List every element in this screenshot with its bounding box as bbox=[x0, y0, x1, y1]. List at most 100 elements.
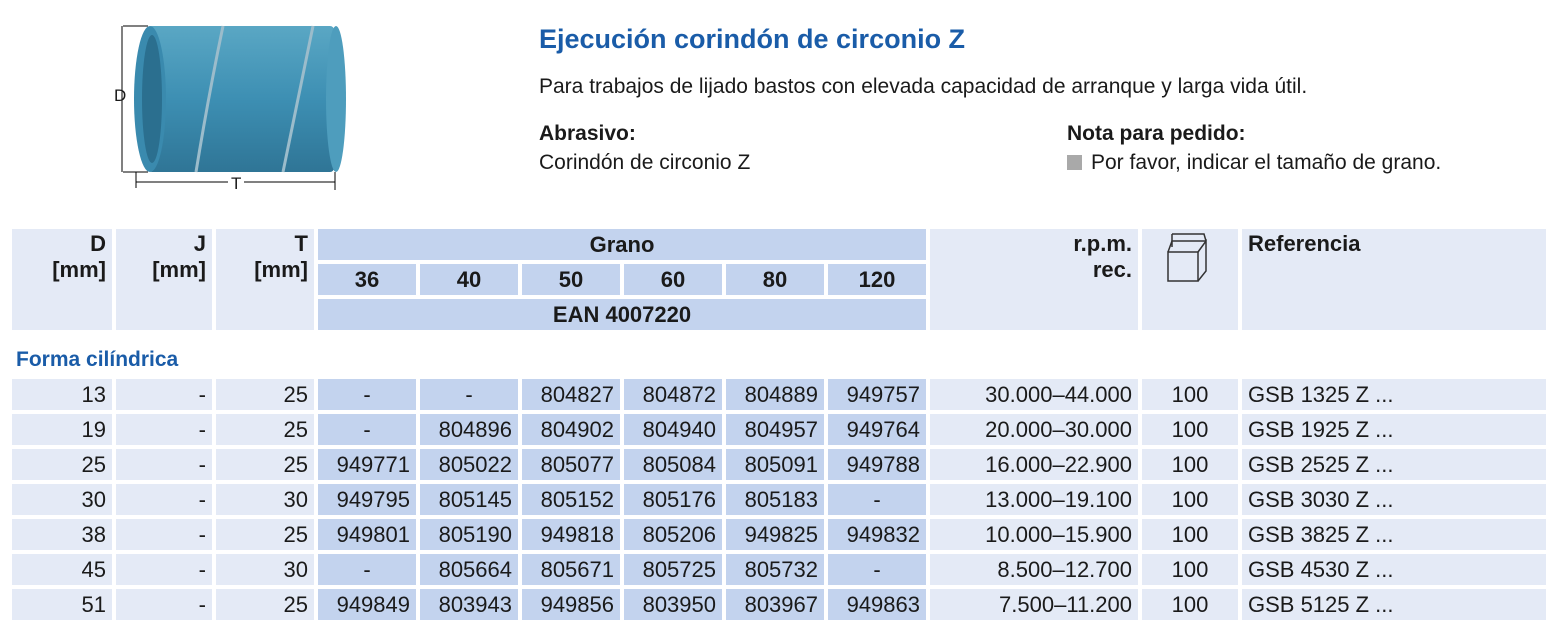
cell-reference: GSB 3825 Z ... bbox=[1242, 519, 1546, 550]
cell-ean: 804940 bbox=[624, 414, 722, 445]
cell-j: - bbox=[116, 519, 212, 550]
order-note-label: Nota para pedido: bbox=[1067, 122, 1246, 145]
header-rpm: r.p.m. rec. bbox=[930, 229, 1138, 330]
abrasive-value: Corindón de circonio Z bbox=[539, 151, 751, 174]
cell-ean: 949801 bbox=[318, 519, 416, 550]
cell-ean: 949863 bbox=[828, 589, 926, 620]
cell-t: 25 bbox=[216, 379, 314, 410]
header-grain: Grano bbox=[318, 229, 926, 260]
cell-j: - bbox=[116, 554, 212, 585]
grain-40: 40 bbox=[420, 264, 518, 295]
cell-d: 25 bbox=[12, 449, 112, 480]
header-package bbox=[1142, 229, 1238, 330]
description: Para trabajos de lijado bastos con eleva… bbox=[539, 75, 1308, 98]
cell-t: 30 bbox=[216, 554, 314, 585]
cell-ean: 949825 bbox=[726, 519, 824, 550]
cell-reference: GSB 3030 Z ... bbox=[1242, 484, 1546, 515]
cell-qty: 100 bbox=[1142, 449, 1238, 480]
table-row: 30-30 949795 805145 805152 805176 805183-13.0… bbox=[12, 484, 1546, 515]
grain-50: 50 bbox=[522, 264, 620, 295]
cell-ean: 804872 bbox=[624, 379, 722, 410]
cell-ean: 805206 bbox=[624, 519, 722, 550]
box-icon bbox=[1167, 233, 1207, 282]
cell-rpm: 8.500–12.700 bbox=[930, 554, 1138, 585]
cell-qty: 100 bbox=[1142, 379, 1238, 410]
table-row: 51-25 949849 803943 949856 803950 803967 94986… bbox=[12, 589, 1546, 620]
cell-ean: 805077 bbox=[522, 449, 620, 480]
cell-reference: GSB 2525 Z ... bbox=[1242, 449, 1546, 480]
cell-ean: 949764 bbox=[828, 414, 926, 445]
cell-ean: 949856 bbox=[522, 589, 620, 620]
grain-80: 80 bbox=[726, 264, 824, 295]
cell-ean: 803943 bbox=[420, 589, 518, 620]
cell-reference: GSB 1925 Z ... bbox=[1242, 414, 1546, 445]
header-t: T [mm] bbox=[216, 229, 314, 330]
cell-reference: GSB 4530 Z ... bbox=[1242, 554, 1546, 585]
cell-ean: 805732 bbox=[726, 554, 824, 585]
cell-ean: 949795 bbox=[318, 484, 416, 515]
page-title: Ejecución corindón de circonio Z bbox=[539, 24, 966, 54]
cell-j: - bbox=[116, 414, 212, 445]
cell-qty: 100 bbox=[1142, 484, 1238, 515]
cell-ean: 804889 bbox=[726, 379, 824, 410]
cell-j: - bbox=[116, 589, 212, 620]
dimension-d-label: D bbox=[114, 86, 127, 105]
cell-reference: GSB 5125 Z ... bbox=[1242, 589, 1546, 620]
cell-d: 13 bbox=[12, 379, 112, 410]
cell-reference: GSB 1325 Z ... bbox=[1242, 379, 1546, 410]
cell-ean: - bbox=[828, 484, 926, 515]
section-title: Forma cilíndrica bbox=[16, 348, 179, 371]
cell-d: 19 bbox=[12, 414, 112, 445]
cell-ean: 949757 bbox=[828, 379, 926, 410]
cell-d: 45 bbox=[12, 554, 112, 585]
cell-qty: 100 bbox=[1142, 589, 1238, 620]
cell-ean: 804902 bbox=[522, 414, 620, 445]
abrasive-label: Abrasivo: bbox=[539, 122, 636, 145]
cell-ean: 949818 bbox=[522, 519, 620, 550]
cell-d: 30 bbox=[12, 484, 112, 515]
cell-rpm: 13.000–19.100 bbox=[930, 484, 1138, 515]
cell-t: 25 bbox=[216, 589, 314, 620]
cell-ean: - bbox=[318, 554, 416, 585]
order-note-text: Por favor, indicar el tamaño de grano. bbox=[1091, 151, 1442, 174]
cell-ean: 805664 bbox=[420, 554, 518, 585]
cell-ean: 805671 bbox=[522, 554, 620, 585]
table-row: 38-25 949801 805190 949818 805206 949825 94983… bbox=[12, 519, 1546, 550]
cell-ean: 949849 bbox=[318, 589, 416, 620]
cell-ean: 804896 bbox=[420, 414, 518, 445]
cell-ean: 949832 bbox=[828, 519, 926, 550]
cell-rpm: 10.000–15.900 bbox=[930, 519, 1138, 550]
cell-ean: 803950 bbox=[624, 589, 722, 620]
header-d: D [mm] bbox=[12, 229, 112, 330]
cell-ean: 805091 bbox=[726, 449, 824, 480]
cell-t: 25 bbox=[216, 414, 314, 445]
header-ean: EAN 4007220 bbox=[318, 299, 926, 330]
cell-d: 51 bbox=[12, 589, 112, 620]
cell-ean: 805084 bbox=[624, 449, 722, 480]
product-image: D T bbox=[108, 18, 348, 198]
cell-ean: 804827 bbox=[522, 379, 620, 410]
cell-rpm: 30.000–44.000 bbox=[930, 379, 1138, 410]
cell-t: 25 bbox=[216, 519, 314, 550]
cell-ean: 804957 bbox=[726, 414, 824, 445]
sanding-sleeve-illustration bbox=[121, 25, 346, 190]
cell-j: - bbox=[116, 484, 212, 515]
cell-qty: 100 bbox=[1142, 554, 1238, 585]
dimension-t-label: T bbox=[228, 174, 245, 194]
table-row: 13-25- -804827 804872 804889 949757 30.000–44… bbox=[12, 379, 1546, 410]
cell-ean: 949771 bbox=[318, 449, 416, 480]
header-j: J [mm] bbox=[116, 229, 212, 330]
cell-j: - bbox=[116, 379, 212, 410]
order-note: Por favor, indicar el tamaño de grano. bbox=[1067, 151, 1441, 175]
cell-ean: - bbox=[420, 379, 518, 410]
cell-rpm: 7.500–11.200 bbox=[930, 589, 1138, 620]
bullet-square-icon bbox=[1067, 155, 1082, 170]
cell-j: - bbox=[116, 449, 212, 480]
cell-ean: 805176 bbox=[624, 484, 722, 515]
cell-t: 30 bbox=[216, 484, 314, 515]
table-row: 45-30-805664 805671 805725 805732-8.500–12.… bbox=[12, 554, 1546, 585]
cell-t: 25 bbox=[216, 449, 314, 480]
header-reference: Referencia bbox=[1242, 229, 1546, 330]
cell-d: 38 bbox=[12, 519, 112, 550]
cell-ean: - bbox=[828, 554, 926, 585]
